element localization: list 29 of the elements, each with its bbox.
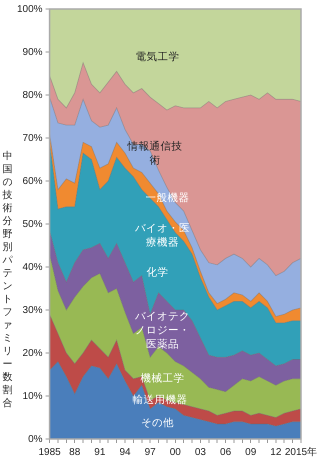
x-tick-label: 12	[270, 446, 282, 458]
x-tick-label: 88	[69, 446, 81, 458]
y-tick-label: 20%	[22, 348, 43, 359]
y-tick-label: 30%	[22, 304, 43, 316]
series-label: 機械工学	[140, 372, 185, 385]
y-tick-label: 100%	[17, 4, 43, 15]
x-tick-label: 94	[119, 446, 131, 458]
series-label: 化学	[146, 266, 169, 278]
series-label: バイオテクノロジー・医薬品	[134, 310, 190, 350]
series-label: 情報通信技術	[126, 140, 183, 167]
y-tick-label: 0%	[28, 434, 43, 445]
y-tick-label: 70%	[22, 132, 43, 144]
x-tick-label: 1985	[38, 446, 62, 458]
x-tick-label: 03	[194, 446, 206, 458]
y-tick-label: 90%	[22, 46, 43, 58]
y-tick-label: 40%	[22, 262, 43, 273]
x-tick-label: 91	[94, 446, 106, 458]
y-tick-label: 10%	[22, 390, 43, 402]
series-label: 電気工学	[136, 50, 180, 63]
x-tick-label: 2015年	[284, 446, 318, 458]
x-tick-label: 09	[245, 446, 257, 458]
x-tick-label: 06	[220, 446, 232, 458]
x-tick-label: 97	[144, 446, 156, 458]
y-tick-label: 50%	[22, 218, 43, 230]
y-tick-label: 60%	[22, 176, 43, 187]
x-tick-label: 00	[170, 446, 182, 458]
text: 中国の技術分野別パテントファミリー数割合	[2, 151, 12, 409]
y-tick-label: 80%	[22, 90, 43, 101]
series-label: その他	[141, 416, 174, 429]
